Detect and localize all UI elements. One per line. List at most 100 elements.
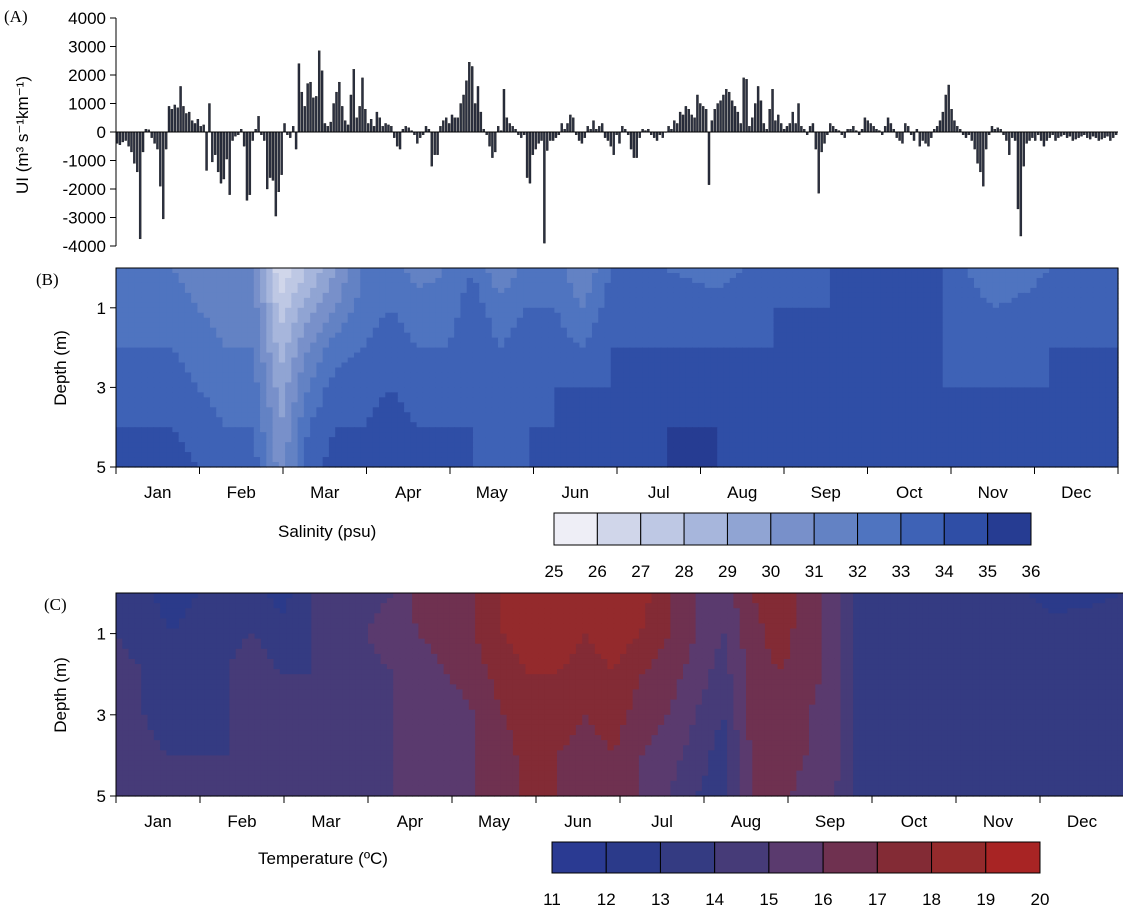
contour-cell — [717, 327, 725, 334]
contour-cell — [366, 272, 374, 279]
contour-cell — [786, 282, 793, 289]
contour-cell — [955, 367, 963, 374]
contour-cell — [823, 312, 831, 319]
contour-cell — [491, 377, 499, 384]
contour-cell — [247, 292, 255, 299]
contour-cell — [191, 382, 199, 388]
contour-cell — [479, 387, 487, 393]
ui-bar — [424, 126, 428, 133]
contour-cell — [385, 382, 393, 388]
contour-cell — [516, 317, 524, 324]
contour-cell — [1030, 352, 1038, 359]
contour-cell — [1036, 347, 1044, 354]
ui-bar — [520, 131, 523, 138]
contour-cell — [184, 297, 192, 304]
contour-cell — [911, 402, 919, 408]
contour-cell — [472, 297, 480, 304]
contour-cell — [942, 397, 950, 403]
contour-cell — [717, 387, 725, 393]
contour-cell — [272, 387, 280, 393]
contour-cell — [1024, 372, 1031, 379]
contour-cell — [1105, 377, 1113, 384]
contour-cell — [441, 317, 449, 324]
contour-cell — [679, 337, 687, 344]
contour-cell — [260, 287, 267, 294]
contour-cell — [761, 367, 768, 374]
contour-cell — [260, 337, 267, 344]
contour-cell — [654, 357, 662, 364]
contour-cell — [1042, 268, 1050, 274]
contour-cell — [529, 327, 537, 334]
contour-cell — [773, 402, 781, 408]
contour-cell — [792, 362, 800, 369]
contour-cell — [479, 307, 487, 314]
contour-cell — [159, 287, 167, 294]
contour-cell — [247, 407, 255, 413]
contour-cell — [541, 407, 549, 413]
contour-cell — [416, 327, 424, 334]
contour-cell — [573, 317, 581, 324]
contour-cell — [667, 302, 674, 309]
contour-cell — [541, 322, 549, 329]
contour-cell — [1111, 362, 1119, 369]
contour-cell — [955, 347, 963, 354]
contour-cell — [861, 317, 869, 324]
contour-cell — [623, 277, 631, 284]
contour-cell — [923, 337, 931, 344]
contour-cell — [297, 372, 305, 379]
ui-bar — [970, 131, 973, 141]
contour-cell — [1099, 367, 1107, 374]
contour-cell — [573, 287, 581, 294]
contour-cell — [861, 352, 869, 359]
contour-cell — [172, 287, 180, 294]
contour-cell — [742, 327, 750, 334]
contour-cell — [591, 342, 599, 349]
contour-cell — [385, 322, 393, 329]
contour-cell — [385, 337, 393, 344]
ui-bar — [378, 117, 382, 133]
contour-cell — [823, 307, 831, 314]
contour-cell — [310, 342, 317, 349]
contour-cell — [804, 307, 812, 314]
contour-cell — [410, 372, 418, 379]
contour-cell — [767, 407, 775, 413]
contour-cell — [322, 292, 330, 299]
contour-cell — [598, 268, 606, 274]
contour-cell — [923, 268, 931, 274]
contour-cell — [617, 342, 624, 349]
contour-cell — [992, 342, 1000, 349]
contour-cell — [792, 352, 800, 359]
contour-cell — [635, 342, 643, 349]
contour-cell — [930, 387, 937, 393]
contour-cell — [134, 292, 142, 299]
contour-cell — [241, 302, 249, 309]
contour-cell — [955, 322, 963, 329]
contour-cell — [184, 387, 192, 393]
contour-cell — [548, 402, 555, 408]
ui-bar — [540, 131, 543, 141]
contour-cell — [861, 268, 869, 274]
contour-cell — [905, 277, 912, 284]
contour-cell — [861, 297, 869, 304]
contour-cell — [554, 292, 562, 299]
contour-cell — [598, 402, 606, 408]
contour-cell — [905, 307, 912, 314]
contour-cell — [554, 387, 562, 393]
contour-cell — [134, 372, 142, 379]
contour-cell — [754, 277, 762, 284]
contour-cell — [811, 402, 818, 408]
contour-cell — [1011, 357, 1019, 364]
contour-cell — [566, 272, 574, 279]
contour-cell — [1099, 272, 1107, 279]
contour-cell — [422, 322, 430, 329]
contour-cell — [1080, 302, 1088, 309]
contour-cell — [291, 287, 299, 294]
contour-cell — [1099, 382, 1107, 388]
contour-cell — [1092, 402, 1100, 408]
contour-cell — [278, 282, 286, 289]
contour-cell — [1036, 282, 1044, 289]
contour-cell — [886, 317, 894, 324]
contour-cell — [848, 292, 856, 299]
contour-cell — [316, 382, 324, 388]
contour-cell — [347, 357, 355, 364]
